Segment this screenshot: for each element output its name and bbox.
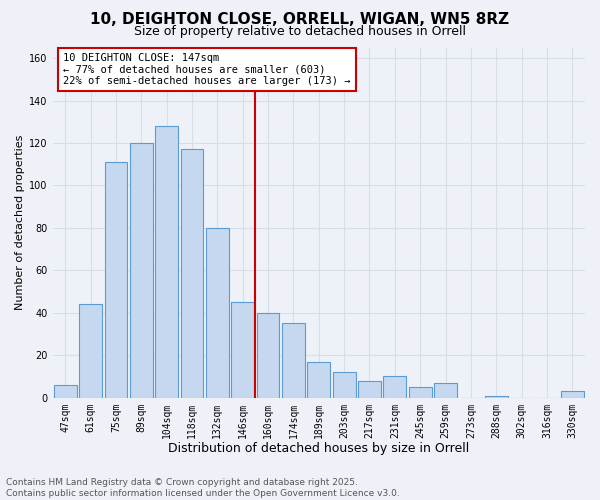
Bar [104, 162, 127, 398]
Bar [434, 383, 457, 398]
Y-axis label: Number of detached properties: Number of detached properties [15, 135, 25, 310]
Bar [54, 385, 77, 398]
Text: 10 DEIGHTON CLOSE: 147sqm
← 77% of detached houses are smaller (603)
22% of semi: 10 DEIGHTON CLOSE: 147sqm ← 77% of detac… [63, 53, 350, 86]
Bar [79, 304, 102, 398]
Bar [409, 387, 431, 398]
Bar [383, 376, 406, 398]
X-axis label: Distribution of detached houses by size in Orrell: Distribution of detached houses by size … [168, 442, 469, 455]
Bar [561, 392, 584, 398]
Text: Contains HM Land Registry data © Crown copyright and database right 2025.
Contai: Contains HM Land Registry data © Crown c… [6, 478, 400, 498]
Bar [130, 143, 152, 398]
Bar [282, 324, 305, 398]
Bar [206, 228, 229, 398]
Bar [358, 380, 381, 398]
Text: Size of property relative to detached houses in Orrell: Size of property relative to detached ho… [134, 25, 466, 38]
Title: 10, DEIGHTON CLOSE, ORRELL, WIGAN, WN5 8RZ
Size of property relative to detached: 10, DEIGHTON CLOSE, ORRELL, WIGAN, WN5 8… [0, 499, 1, 500]
Bar [333, 372, 356, 398]
Bar [485, 396, 508, 398]
Bar [155, 126, 178, 398]
Text: 10, DEIGHTON CLOSE, ORRELL, WIGAN, WN5 8RZ: 10, DEIGHTON CLOSE, ORRELL, WIGAN, WN5 8… [91, 12, 509, 28]
Bar [257, 313, 280, 398]
Bar [181, 150, 203, 398]
Bar [307, 362, 330, 398]
Bar [231, 302, 254, 398]
